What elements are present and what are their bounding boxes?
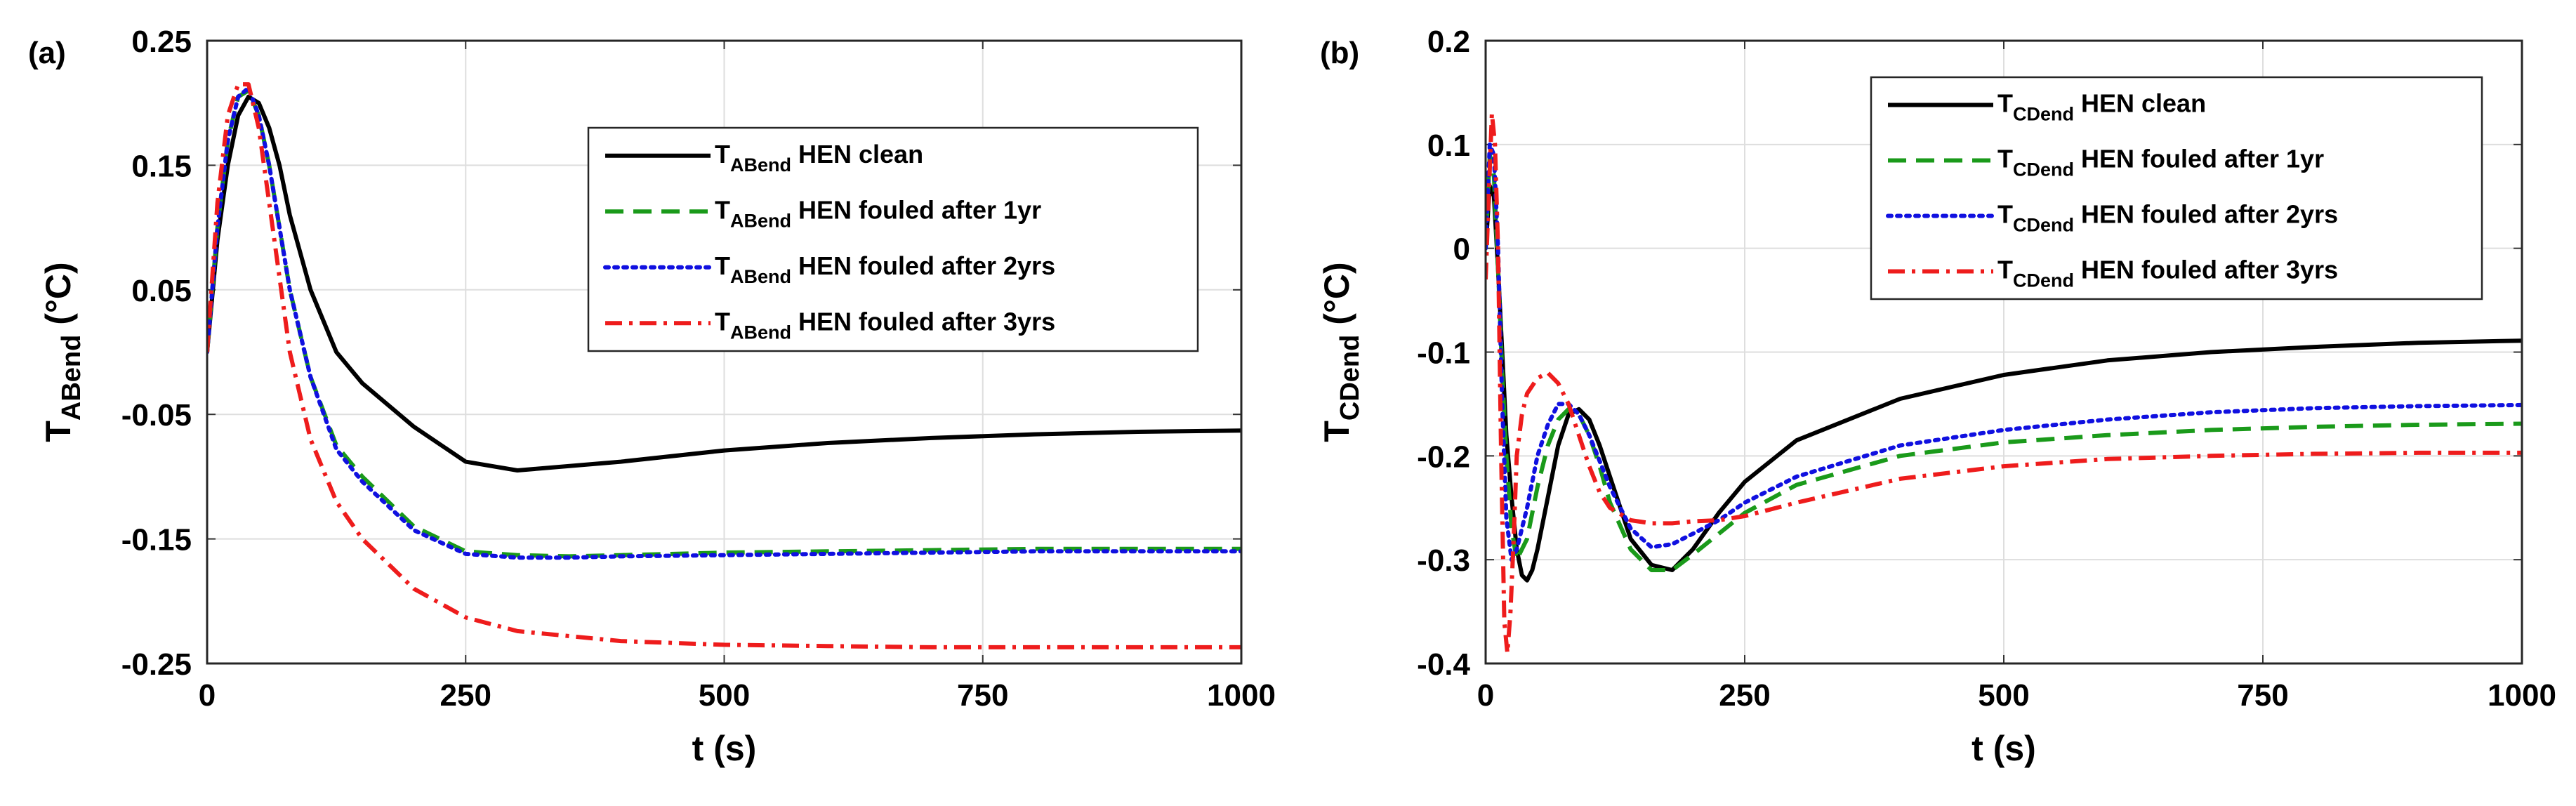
y-tick-label: -0.3 bbox=[1417, 543, 1470, 578]
y-axis-title-subscript: CDend bbox=[1335, 335, 1365, 421]
y-axis-title-main: T bbox=[39, 421, 78, 442]
panel-label: (a) bbox=[28, 36, 66, 70]
x-tick-label: 500 bbox=[699, 678, 750, 713]
legend-entry-main: T bbox=[715, 307, 730, 336]
panel-label: (b) bbox=[1320, 36, 1359, 70]
y-axis-title: TABend (°C) bbox=[39, 262, 86, 442]
y-tick-label: 0.2 bbox=[1427, 25, 1470, 59]
legend-entry-main: T bbox=[1997, 200, 2013, 229]
legend-box bbox=[587, 126, 1199, 352]
legend-entry-subscript: CDend bbox=[2013, 270, 2074, 291]
y-tick-label: -0.1 bbox=[1417, 336, 1470, 371]
legend-entry-main: T bbox=[1997, 256, 2013, 284]
legend-entry-subscript: ABend bbox=[730, 154, 791, 176]
legend-entry-main: T bbox=[1997, 89, 2013, 118]
series-line-hen-fouled-after-1yr bbox=[1486, 152, 2522, 572]
y-tick-label: -0.25 bbox=[121, 647, 192, 682]
y-axis-title-unit: (°C) bbox=[39, 262, 78, 334]
legend-entry-rest: HEN fouled after 1yr bbox=[2074, 145, 2324, 173]
legend-entry-rest: HEN fouled after 1yr bbox=[791, 195, 1041, 224]
x-tick-label: 0 bbox=[1477, 678, 1494, 713]
legend-entry-label: TABend HEN fouled after 1yr bbox=[715, 195, 1041, 231]
x-axis-title: t (s) bbox=[692, 729, 757, 768]
x-tick-label: 500 bbox=[1978, 678, 2029, 713]
x-tick-label: 1000 bbox=[2488, 678, 2556, 713]
legend-entry-rest: HEN clean bbox=[791, 140, 923, 169]
y-tick-label: -0.05 bbox=[121, 398, 192, 432]
legend-entry-subscript: CDend bbox=[2013, 104, 2074, 125]
legend-entry-label: TABend HEN fouled after 3yrs bbox=[715, 307, 1055, 343]
legend-entry-subscript: ABend bbox=[730, 210, 791, 231]
y-tick-label: -0.15 bbox=[121, 523, 192, 557]
chart-panel-a: 0 250 500 750 1000 -0.25 -0.15 -0.05 0.05 0.15 0.2… bbox=[28, 25, 1276, 768]
x-tick-label: 250 bbox=[1719, 678, 1770, 713]
series-line-hen-fouled-after-2yrs bbox=[207, 86, 1241, 560]
x-tick-label: 750 bbox=[957, 678, 1008, 713]
legend-entry-main: T bbox=[715, 251, 730, 280]
y-axis-title-main: T bbox=[1317, 421, 1356, 442]
x-axis-title: t (s) bbox=[1971, 729, 2036, 768]
series-line-hen-clean bbox=[207, 94, 1241, 473]
legend-entry-rest: HEN clean bbox=[2074, 89, 2206, 118]
x-tick-label: 250 bbox=[440, 678, 491, 713]
series-line-hen-fouled-after-3yrs bbox=[207, 82, 1241, 649]
y-axis-title-subscript: ABend bbox=[57, 335, 86, 421]
axes-box bbox=[206, 39, 1243, 665]
legend-entry-subscript: CDend bbox=[2013, 215, 2074, 236]
legend-entry-main: T bbox=[1997, 145, 2013, 173]
y-axis-title-unit: (°C) bbox=[1317, 262, 1356, 334]
y-tick-label: -0.4 bbox=[1417, 647, 1470, 682]
x-tick-label: 0 bbox=[199, 678, 216, 713]
series-line-hen-fouled-after-2yrs bbox=[1486, 142, 2522, 562]
legend-entry-rest: HEN fouled after 3yrs bbox=[2074, 256, 2338, 284]
legend-entry-rest: HEN fouled after 2yrs bbox=[2074, 200, 2338, 229]
legend-entry-subscript: CDend bbox=[2013, 159, 2074, 180]
x-tick-label: 1000 bbox=[1207, 678, 1276, 713]
legend-entry-label: TABend HEN clean bbox=[715, 140, 923, 176]
legend-entry-subscript: ABend bbox=[730, 266, 791, 287]
y-tick-label: 0.05 bbox=[131, 274, 192, 308]
legend-entry-label: TCDend HEN clean bbox=[1997, 89, 2206, 125]
chart-panel-b: 0 250 500 750 1000 -0.4 -0.3 -0.2 -0.1 0 0.1 0.2 t (… bbox=[1317, 25, 2556, 768]
legend-entry-label: TABend HEN fouled after 2yrs bbox=[715, 251, 1055, 287]
y-tick-label: 0.25 bbox=[131, 25, 192, 59]
legend-entry-label: TCDend HEN fouled after 1yr bbox=[1997, 145, 2324, 180]
legend-entry-rest: HEN fouled after 3yrs bbox=[791, 307, 1055, 336]
y-axis-title: TCDend (°C) bbox=[1317, 262, 1365, 442]
legend-entry-main: T bbox=[715, 195, 730, 224]
y-tick-label: -0.2 bbox=[1417, 440, 1470, 474]
legend-entry-label: TCDend HEN fouled after 2yrs bbox=[1997, 200, 2338, 236]
y-tick-label: 0 bbox=[1453, 232, 1470, 267]
legend-box bbox=[1870, 76, 2483, 300]
y-tick-label: 0.15 bbox=[131, 149, 192, 183]
legend-entry-subscript: ABend bbox=[730, 322, 791, 343]
axes-box bbox=[1484, 39, 2523, 665]
legend-entry-main: T bbox=[715, 140, 730, 169]
y-tick-label: 0.1 bbox=[1427, 128, 1470, 163]
series-line-hen-fouled-after-3yrs bbox=[1486, 111, 2522, 656]
x-tick-label: 750 bbox=[2237, 678, 2288, 713]
legend-entry-rest: HEN fouled after 2yrs bbox=[791, 251, 1055, 280]
legend-entry-label: TCDend HEN fouled after 3yrs bbox=[1997, 256, 2338, 291]
